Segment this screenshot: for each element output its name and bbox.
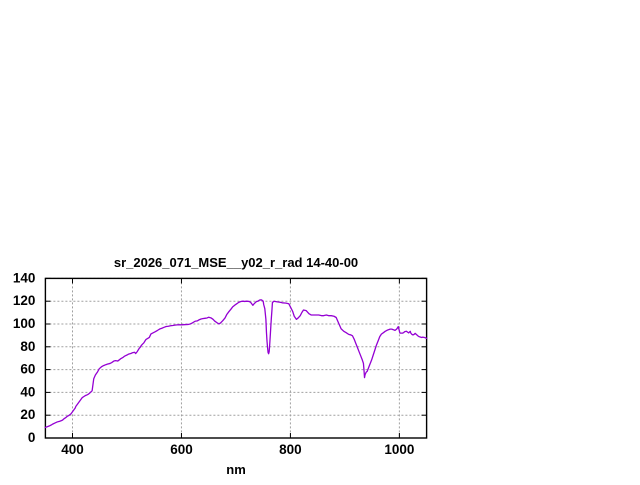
svg-text:1000: 1000 [384,442,414,457]
svg-text:100: 100 [13,316,36,331]
svg-text:120: 120 [13,293,36,308]
svg-text:40: 40 [20,384,35,399]
svg-text:60: 60 [20,362,35,377]
svg-text:20: 20 [20,407,35,422]
svg-text:800: 800 [279,442,302,457]
svg-text:nm: nm [226,462,246,477]
svg-text:400: 400 [61,442,84,457]
svg-text:140: 140 [13,270,36,285]
svg-text:0: 0 [28,430,36,445]
svg-text:600: 600 [170,442,193,457]
svg-text:sr_2026_071_MSE__y02_r_rad 14-: sr_2026_071_MSE__y02_r_rad 14-40-00 [114,255,358,270]
svg-text:80: 80 [20,339,35,354]
